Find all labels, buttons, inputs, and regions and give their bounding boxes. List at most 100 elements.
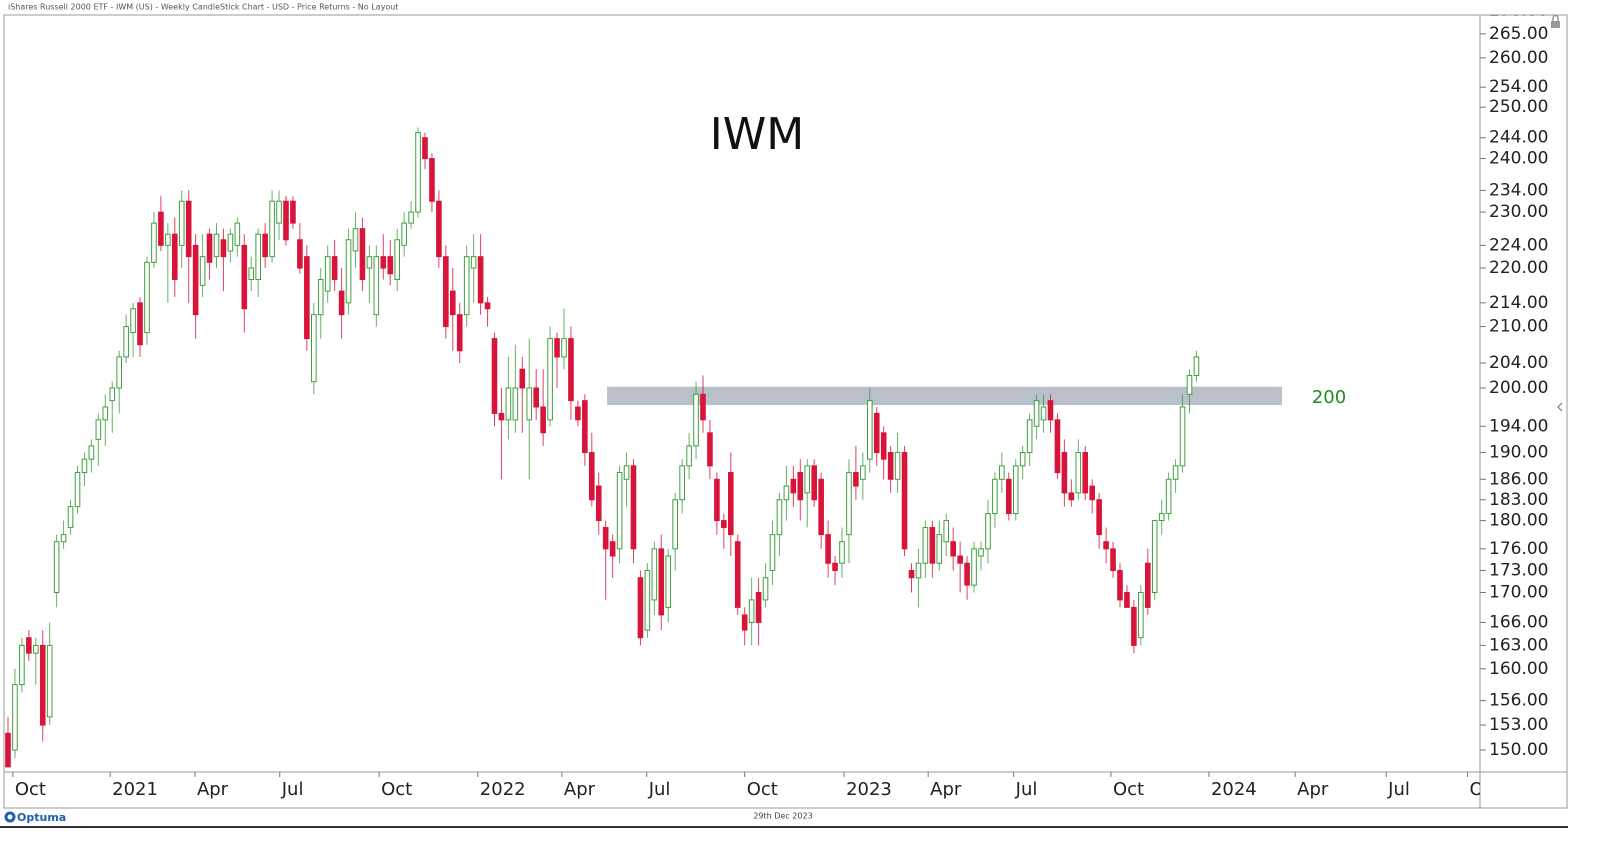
candle-body: [158, 211, 164, 246]
candle-body: [248, 267, 255, 281]
candle-body: [67, 506, 74, 529]
candle-body: [755, 591, 762, 623]
y-tick-label: 270.00: [1489, 0, 1548, 20]
candle-body: [401, 222, 407, 246]
candle-body: [262, 233, 268, 258]
candle-body: [220, 239, 227, 258]
candle-body: [19, 644, 25, 686]
candle-body: [283, 200, 289, 241]
candle-body: [762, 577, 769, 601]
candle-body: [366, 256, 373, 269]
candle-body: [123, 326, 129, 358]
candle-body: [1138, 591, 1144, 639]
candle-body: [783, 485, 790, 501]
y-tick-label: 160.00: [1489, 659, 1548, 679]
candle-body: [616, 472, 623, 550]
candle-body: [241, 244, 248, 310]
candle-body: [456, 314, 463, 352]
candle-body: [734, 541, 741, 608]
candle-body: [373, 256, 380, 316]
x-tick-label: Jul: [1015, 779, 1038, 800]
candle-body: [575, 406, 581, 421]
candle-body: [665, 555, 672, 608]
candle-body: [429, 158, 435, 202]
y-tick-label: 163.00: [1489, 635, 1548, 655]
candle-body: [588, 452, 595, 501]
candle-body: [81, 458, 88, 474]
candle-body: [408, 211, 414, 224]
y-tick-label: 153.00: [1489, 715, 1548, 735]
candle-body: [498, 412, 505, 421]
candle-body: [964, 562, 970, 586]
brand-logo: Optuma: [4, 811, 66, 824]
lock-icon[interactable]: [1551, 14, 1560, 28]
candle-body: [1165, 478, 1172, 515]
candle-body: [1082, 452, 1089, 494]
candle-body: [359, 228, 366, 281]
y-tick-label: 183.00: [1489, 490, 1548, 510]
x-axis: Oct 2021 Apr Jul Oct 2022 Apr Jul Oct 2023 Apr Jul O…: [12, 772, 1500, 800]
candle-body: [463, 256, 470, 316]
candle-body: [769, 534, 776, 571]
candle-body: [32, 644, 39, 654]
candle-body: [999, 465, 1005, 480]
x-tick-label: 2024: [1211, 779, 1257, 800]
candle-body: [804, 465, 811, 494]
candle-body: [352, 228, 359, 252]
candle-body: [46, 644, 53, 718]
candle-body: [929, 527, 936, 564]
x-tick-label: Oct: [1469, 779, 1500, 800]
candle-body: [505, 387, 512, 421]
candle-body: [178, 200, 185, 246]
y-tick-label: 240.00: [1489, 149, 1548, 169]
candle-body: [866, 400, 873, 460]
candle-body: [839, 541, 845, 564]
candle-body: [561, 338, 567, 358]
candle-body: [595, 485, 602, 522]
y-tick-label: 214.00: [1489, 293, 1548, 313]
candle-body: [171, 233, 178, 281]
candle-body: [554, 338, 560, 358]
candle-body: [630, 465, 637, 550]
candle-body: [227, 233, 234, 252]
candle-body: [95, 419, 102, 440]
candle-body: [623, 465, 630, 480]
candle-body: [206, 233, 213, 263]
candle-body: [436, 200, 442, 258]
y-tick-label: 166.00: [1489, 612, 1548, 632]
candle-body: [1124, 591, 1130, 608]
candle-body: [922, 527, 929, 564]
y-tick-label: 260.00: [1489, 48, 1548, 68]
candle-body: [1110, 548, 1116, 571]
candle-body: [1054, 419, 1061, 474]
candle-body: [686, 445, 692, 467]
candle-body: [1151, 520, 1158, 593]
y-tick-label: 200.00: [1489, 378, 1548, 398]
candle-body: [53, 541, 60, 593]
candle-body: [880, 432, 887, 460]
brand: Optuma: [17, 811, 66, 824]
candle-body: [1040, 406, 1047, 421]
candle-body: [394, 239, 400, 281]
candle-body: [936, 534, 943, 564]
x-tick-label: Oct: [15, 779, 46, 800]
candle-body: [512, 387, 519, 421]
candle-body: [317, 279, 324, 316]
y-tick-label: 194.00: [1489, 416, 1548, 436]
candle-body: [582, 400, 588, 454]
candle-body: [345, 239, 352, 304]
collapse-arrow[interactable]: [1557, 402, 1563, 412]
candle-body: [519, 368, 526, 389]
candle-body: [60, 534, 67, 543]
candle-body: [109, 387, 116, 402]
y-tick-label: 254.00: [1489, 77, 1548, 97]
candle-body: [748, 599, 755, 623]
plot-area: [5, 127, 1282, 768]
candle-body: [422, 137, 428, 160]
candle-body: [387, 256, 394, 275]
candle-body: [1193, 356, 1200, 376]
y-tick-label: 176.00: [1489, 539, 1548, 559]
candle-body: [873, 412, 880, 454]
candle-body: [992, 478, 998, 515]
candle-body: [331, 256, 338, 281]
